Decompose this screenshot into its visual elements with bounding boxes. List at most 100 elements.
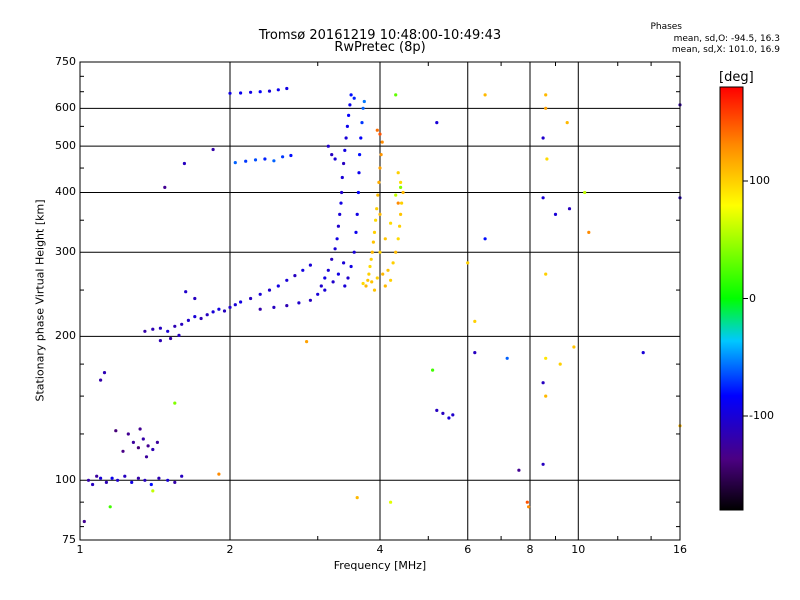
data-point-o — [155, 440, 159, 444]
data-point-x — [544, 106, 548, 110]
data-point-x — [381, 272, 385, 276]
data-point-o — [285, 86, 289, 91]
data-point-x — [375, 207, 379, 211]
data-point-o — [276, 284, 280, 288]
data-point-x — [383, 237, 387, 241]
data-point-x — [394, 193, 398, 197]
data-point-o — [114, 429, 118, 433]
data-point-x — [368, 264, 372, 269]
data-point-o — [344, 136, 348, 140]
data-point-x — [375, 128, 379, 132]
x-tick-label: 4 — [376, 543, 384, 556]
data-point-o — [301, 268, 305, 272]
data-point-o — [316, 292, 320, 296]
data-point-o — [177, 333, 181, 337]
data-point-x — [473, 319, 477, 323]
data-point-o — [319, 284, 323, 288]
data-point-o — [641, 351, 645, 355]
data-point-o — [95, 474, 99, 478]
data-point-o — [193, 315, 197, 319]
data-point-o — [352, 96, 356, 100]
data-point-o — [326, 144, 330, 148]
data-point-x — [108, 505, 112, 509]
data-point-o — [349, 93, 353, 97]
data-point-o — [336, 272, 340, 276]
data-point-x — [394, 250, 398, 254]
x-tick-label: 16 — [673, 543, 687, 556]
data-point-x — [367, 272, 371, 276]
data-point-o — [116, 478, 120, 482]
data-point-o — [285, 278, 289, 282]
data-point-o — [362, 99, 366, 104]
data-point-o — [173, 324, 177, 328]
data-point-x — [396, 201, 400, 205]
data-point-o — [553, 212, 558, 216]
data-point-x — [401, 190, 405, 195]
data-point-x — [525, 500, 529, 504]
data-point-o — [435, 121, 439, 125]
data-point-o — [136, 446, 140, 450]
data-point-o — [308, 298, 312, 302]
data-point-o — [343, 284, 347, 288]
y-tick-label: 100 — [55, 473, 76, 487]
data-point-o — [180, 474, 184, 478]
data-point-x — [375, 276, 379, 280]
data-point-o — [541, 462, 545, 466]
data-point-o — [355, 212, 359, 216]
data-point-o — [253, 158, 258, 162]
data-point-o — [336, 224, 340, 228]
axis-ticks — [80, 62, 748, 540]
data-point-x — [394, 93, 398, 97]
chart-title: Tromsø 20161219 10:48:00-10:49:43 — [258, 28, 502, 43]
data-point-o — [339, 201, 343, 205]
data-point-x — [431, 368, 435, 372]
x-tick-label: 2 — [226, 543, 234, 556]
data-point-x — [527, 505, 531, 509]
data-point-o — [517, 468, 521, 472]
plot-frame — [79, 61, 681, 541]
data-point-o — [158, 339, 162, 343]
data-point-o — [435, 408, 439, 412]
data-point-o — [217, 307, 221, 311]
data-point-o — [331, 280, 335, 284]
data-point-x — [371, 240, 375, 244]
data-point-o — [239, 300, 243, 304]
data-point-o — [333, 247, 337, 251]
data-point-x — [400, 201, 404, 205]
data-point-o — [285, 304, 289, 308]
data-point-o — [541, 196, 545, 200]
data-point-o — [205, 313, 209, 317]
data-point-o — [131, 440, 135, 444]
data-point-o — [151, 447, 155, 452]
data-point-o — [267, 89, 272, 93]
y-tick-label: 400 — [55, 185, 76, 199]
data-point-x — [391, 261, 395, 265]
data-point-o — [233, 303, 237, 307]
y-tick-label: 600 — [55, 101, 76, 115]
colorbar-tick-label: -100 — [749, 409, 774, 422]
x-axis-label: Frequency [MHz] — [333, 559, 427, 572]
data-point-o — [323, 288, 327, 292]
data-point-o — [166, 329, 170, 333]
x-tick-label: 1 — [76, 543, 84, 556]
data-point-o — [180, 322, 184, 326]
data-point-x — [370, 250, 374, 254]
data-point-x — [572, 345, 576, 349]
data-point-o — [130, 480, 134, 484]
data-point-x — [173, 401, 177, 405]
data-point-o — [267, 288, 272, 292]
data-points — [82, 86, 682, 524]
data-point-x — [380, 140, 384, 144]
data-point-o — [340, 175, 344, 180]
data-point-o — [141, 437, 145, 441]
data-point-x — [386, 268, 390, 272]
data-point-x — [466, 261, 470, 265]
data-point-o — [249, 90, 253, 94]
data-point-o — [82, 519, 86, 524]
data-point-x — [545, 157, 549, 161]
data-point-x — [587, 230, 591, 234]
data-point-o — [447, 416, 451, 420]
data-point-x — [399, 212, 403, 216]
data-point-x — [399, 180, 403, 184]
data-point-x — [217, 472, 221, 476]
